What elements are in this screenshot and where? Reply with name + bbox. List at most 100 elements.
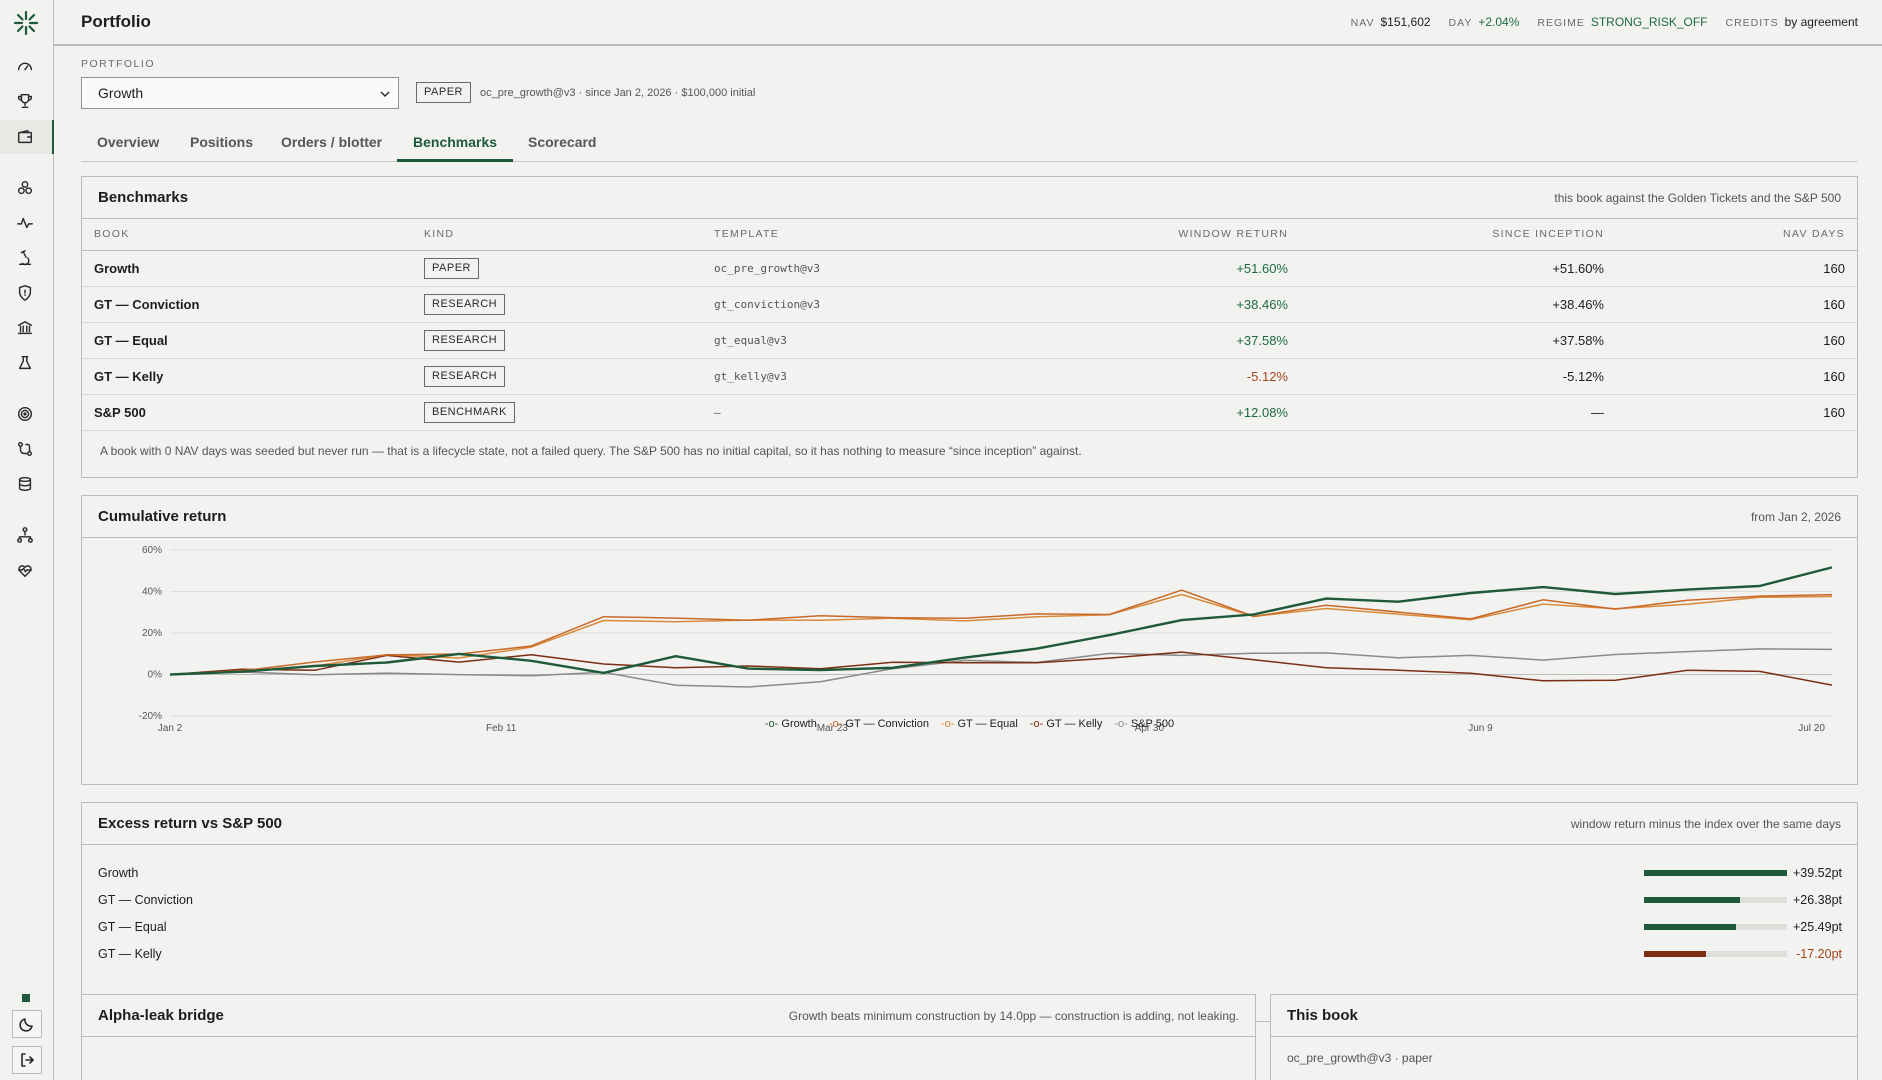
series-line-4 bbox=[169, 648, 1833, 688]
tab-orders-blotter[interactable]: Orders / blotter bbox=[281, 134, 383, 150]
window-return-cell: +51.60% bbox=[1002, 250, 1300, 287]
legend-item[interactable]: -o- GT — Kelly bbox=[1030, 718, 1103, 730]
tab-overview[interactable]: Overview bbox=[97, 134, 160, 150]
nav-days-cell: 160 bbox=[1616, 394, 1857, 431]
book-cell: GT — Conviction bbox=[82, 286, 412, 323]
trophy-icon[interactable] bbox=[15, 91, 35, 111]
microscope-icon[interactable] bbox=[15, 248, 35, 268]
template-cell: gt_kelly@v3 bbox=[702, 358, 1002, 395]
pulse-icon[interactable] bbox=[15, 213, 35, 233]
wallet-icon[interactable] bbox=[15, 127, 35, 147]
excess-row: Growth +39.52pt bbox=[98, 863, 1842, 883]
alpha-leak-card-header: Alpha-leak bridge Growth beats minimum c… bbox=[82, 995, 1255, 1037]
portfolio-select[interactable]: Growth bbox=[81, 77, 399, 109]
col-nav-days[interactable]: NAV DAYS bbox=[1616, 219, 1857, 251]
x-tick-label: Mar 23 bbox=[817, 723, 849, 734]
shield-icon[interactable] bbox=[15, 283, 35, 303]
heart-pulse-icon[interactable] bbox=[15, 560, 35, 580]
table-row[interactable]: GT — Equal RESEARCH gt_equal@v3 +37.58% +37.… bbox=[82, 322, 1857, 359]
chart-legend: -o- Growth -o- GT — Conviction -o- GT — Eq… bbox=[82, 718, 1857, 730]
legend-item[interactable]: -o- Growth bbox=[765, 718, 817, 730]
target-icon[interactable] bbox=[15, 404, 35, 424]
book-cell: S&P 500 bbox=[82, 394, 412, 431]
excess-title: Excess return vs S&P 500 bbox=[98, 815, 283, 832]
portfolio-meta: oc_pre_growth@v3 · since Jan 2, 2026 · $… bbox=[480, 87, 756, 99]
top-stats: NAV $151,602 DAY +2.04% REGIME STRONG_RISK_… bbox=[1351, 0, 1858, 44]
portfolio-label: PORTFOLIO bbox=[81, 58, 155, 70]
tab-scorecard[interactable]: Scorecard bbox=[528, 134, 597, 150]
y-tick-label: -20% bbox=[139, 711, 162, 722]
book-cell: GT — Kelly bbox=[82, 358, 412, 395]
y-tick-label: 20% bbox=[142, 628, 162, 639]
kind-cell: BENCHMARK bbox=[412, 394, 702, 431]
excess-return-card: Excess return vs S&P 500 window return m… bbox=[81, 802, 1858, 1022]
network-icon[interactable] bbox=[15, 525, 35, 545]
kind-badge: RESEARCH bbox=[424, 365, 506, 387]
logo-icon[interactable] bbox=[13, 10, 39, 36]
legend-label: Growth bbox=[781, 718, 817, 730]
kind-badge: RESEARCH bbox=[424, 293, 506, 315]
excess-bar-fill bbox=[1644, 870, 1787, 876]
table-row[interactable]: Growth PAPER oc_pre_growth@v3 +51.60% +51.60… bbox=[82, 250, 1857, 287]
excess-row: GT — Kelly -17.20pt bbox=[98, 944, 1842, 964]
legend-item[interactable]: -o- GT — Conviction bbox=[829, 718, 929, 730]
logout-icon bbox=[21, 1053, 34, 1067]
kind-cell: PAPER bbox=[412, 250, 702, 287]
table-row[interactable]: GT — Conviction RESEARCH gt_conviction@v3 +… bbox=[82, 286, 1857, 323]
table-row[interactable]: S&P 500 BENCHMARK — +12.08% —160 bbox=[82, 394, 1857, 431]
alpha-leak-note: Growth beats minimum construction by 14.… bbox=[788, 1009, 1239, 1023]
kind-badge: PAPER bbox=[424, 257, 479, 279]
series-line-2 bbox=[169, 593, 1833, 676]
logout-button[interactable] bbox=[12, 1046, 42, 1074]
col-template[interactable]: TEMPLATE bbox=[702, 219, 1002, 251]
x-tick-label: Jan 2 bbox=[158, 723, 183, 734]
excess-value: +26.38pt bbox=[1792, 893, 1842, 907]
book-cell: GT — Equal bbox=[82, 322, 412, 359]
kind-badge: BENCHMARK bbox=[424, 401, 515, 423]
chevron-down-icon bbox=[380, 91, 390, 98]
this-book-card-header: This book bbox=[1271, 995, 1857, 1037]
legend-item[interactable]: -o- S&P 500 bbox=[1114, 718, 1174, 730]
col-book[interactable]: BOOK bbox=[82, 219, 412, 251]
database-icon[interactable] bbox=[15, 474, 35, 494]
nav-stat: NAV $151,602 bbox=[1350, 15, 1431, 29]
portfolio-select-value: Growth bbox=[98, 85, 144, 101]
theme-toggle-button[interactable] bbox=[12, 1010, 42, 1038]
legend-marker-icon: -o- bbox=[940, 718, 955, 730]
benchmarks-footnote: A book with 0 NAV days was seeded but ne… bbox=[100, 443, 1082, 458]
tab-benchmarks[interactable]: Benchmarks bbox=[397, 124, 514, 162]
table-row[interactable]: GT — Kelly RESEARCH gt_kelly@v3 -5.12% -5.12… bbox=[82, 358, 1857, 395]
excess-value: -17.20pt bbox=[1796, 947, 1842, 961]
excess-row: GT — Conviction +26.38pt bbox=[98, 890, 1842, 910]
x-tick-label: Jun 9 bbox=[1468, 723, 1493, 734]
tab-positions[interactable]: Positions bbox=[190, 134, 254, 150]
day-stat: DAY +2.04% bbox=[1448, 15, 1520, 29]
gauge-icon[interactable] bbox=[15, 56, 35, 76]
this-book-title: This book bbox=[1287, 1007, 1358, 1024]
git-compare-icon[interactable] bbox=[15, 439, 35, 459]
flask-icon[interactable] bbox=[15, 353, 35, 373]
bank-icon[interactable] bbox=[15, 318, 35, 338]
cumulative-card-header: Cumulative return from Jan 2, 2026 bbox=[82, 496, 1857, 538]
legend-label: S&P 500 bbox=[1130, 718, 1175, 730]
excess-label: Growth bbox=[98, 866, 139, 880]
benchmarks-table: BOOK KIND TEMPLATE WINDOW RETURN SINCE I… bbox=[82, 219, 1857, 431]
since-inception-cell: -5.12% bbox=[1300, 358, 1616, 395]
col-kind[interactable]: KIND bbox=[412, 219, 702, 251]
legend-item[interactable]: -o- GT — Equal bbox=[941, 718, 1018, 730]
since-inception-cell: +38.46% bbox=[1300, 286, 1616, 323]
hexagons-icon[interactable] bbox=[15, 178, 35, 198]
this-book-line: oc_pre_growth@v3 · paper bbox=[1287, 1051, 1433, 1065]
legend-marker-icon: -o- bbox=[1114, 718, 1128, 730]
col-window-return[interactable]: WINDOW RETURN bbox=[1002, 219, 1300, 251]
status-indicator bbox=[22, 994, 30, 1002]
this-book-card: This book oc_pre_growth@v3 · paper bbox=[1270, 994, 1858, 1080]
y-tick-label: 40% bbox=[142, 587, 162, 598]
since-inception-cell: +37.58% bbox=[1300, 322, 1616, 359]
excess-note: window return minus the index over the s… bbox=[1570, 817, 1841, 831]
col-since-inception[interactable]: SINCE INCEPTION bbox=[1300, 219, 1616, 251]
cumulative-return-card: Cumulative return from Jan 2, 2026 60% 40… bbox=[81, 495, 1858, 785]
benchmarks-title: Benchmarks bbox=[98, 189, 189, 206]
legend-label: GT — Equal bbox=[957, 718, 1018, 730]
top-bar: Portfolio NAV $151,602 DAY +2.04% REGIME ST… bbox=[54, 0, 1882, 46]
